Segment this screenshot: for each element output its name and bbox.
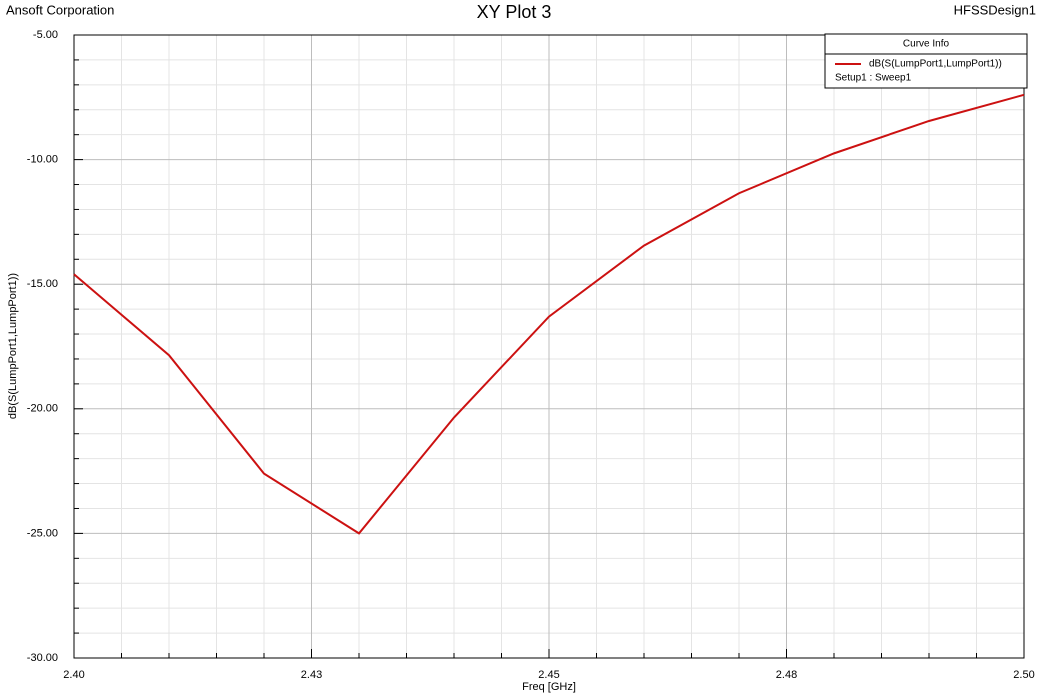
plot-frame [73,34,1025,659]
chart-title: XY Plot 3 [477,2,552,22]
y-tick-label: -10.00 [27,154,58,166]
legend-label: dB(S(LumpPort1,LumpPort1)) [869,59,1002,70]
legend-title: Curve Info [903,39,950,50]
y-tick-label: -5.00 [33,29,58,41]
company: Ansoft Corporation [6,2,114,17]
legend-box [824,33,1028,89]
x-tick-label: 2.50 [1013,669,1034,681]
y-tick-label: -25.00 [27,527,58,539]
design: HFSSDesign1 [954,2,1036,17]
y-tick-label: -15.00 [27,278,58,290]
y-tick-label: -20.00 [27,403,58,415]
y-tick-label: -30.00 [27,652,58,664]
x-tick-label: 2.48 [776,669,797,681]
x-axis-label: Freq [GHz] [522,681,576,693]
x-tick-label: 2.43 [301,669,322,681]
x-tick-label: 2.40 [63,669,84,681]
legend-setup: Setup1 : Sweep1 [835,73,912,84]
series-line [73,93,1025,535]
y-axis-label: dB(S(LumpPort1,LumpPort1)) [7,273,19,419]
x-tick-label: 2.45 [538,669,559,681]
